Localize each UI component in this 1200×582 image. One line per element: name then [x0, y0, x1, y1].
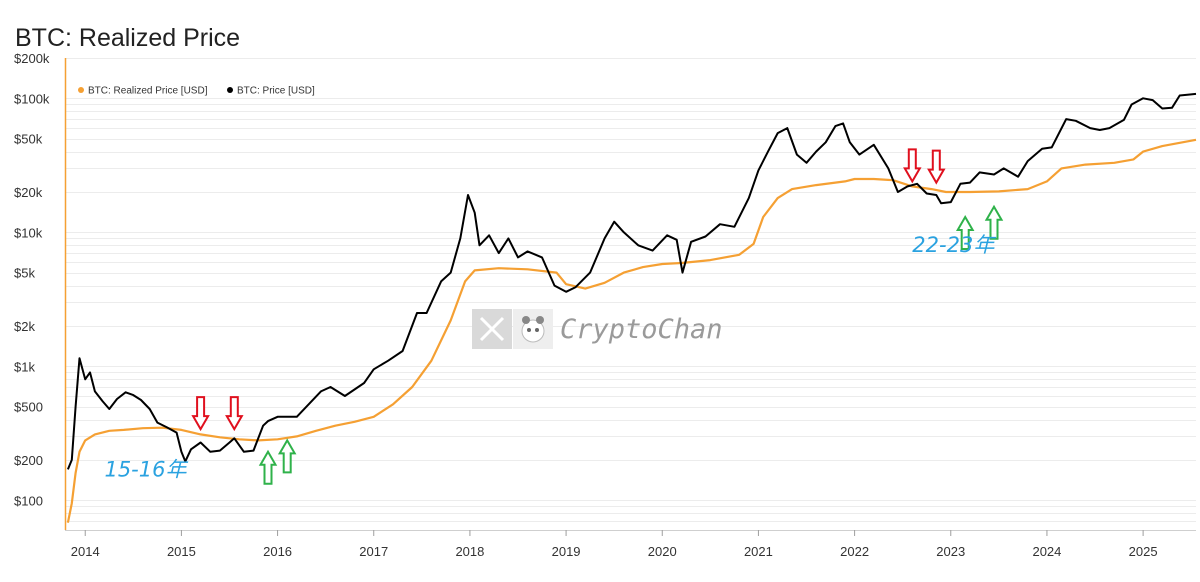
- up-arrow-icon: [955, 214, 975, 250]
- legend-label: BTC: Price [USD]: [237, 86, 315, 97]
- x-tick-label: 2024: [1032, 544, 1061, 559]
- y-tick-label: $200: [14, 453, 43, 468]
- x-tick-label: 2019: [552, 544, 581, 559]
- y-tick-label: $200k: [14, 51, 50, 66]
- watermark-brand: CryptoChan: [560, 314, 723, 345]
- down-arrow-icon: [191, 396, 210, 432]
- y-tick-label: $2k: [14, 319, 35, 334]
- chart-grid: [66, 58, 1196, 531]
- down-arrow-icon: [927, 149, 946, 185]
- y-axis: $100 $200 $500 $1k $2k $5k $10k $20k $50k $100k $2…: [14, 51, 50, 508]
- series-layer: [66, 92, 1197, 523]
- up-arrow-icon: [258, 449, 278, 485]
- signal-arrows: [191, 148, 1004, 485]
- x-tick-label: 2017: [359, 544, 388, 559]
- annotations: 15-16年 22-23年: [104, 233, 996, 481]
- legend-item-price[interactable]: BTC: Price [USD]: [227, 86, 315, 97]
- legend-swatch: [227, 87, 233, 93]
- x-axis: 2014 2015 2016 2017 2018 2019 2020 2021 2022 2023…: [71, 530, 1158, 559]
- x-tick-label: 2023: [936, 544, 965, 559]
- watermark: CryptoChan: [472, 309, 723, 349]
- y-tick-label: $5k: [14, 266, 35, 281]
- x-tick-label: 2022: [840, 544, 869, 559]
- y-tick-label: $100: [14, 493, 43, 508]
- panda-eye-left: [527, 328, 531, 332]
- legend-item-realized-price[interactable]: BTC: Realized Price [USD]: [78, 86, 208, 97]
- cycle-annotation: 15-16年: [104, 458, 188, 482]
- panda-ear-right: [536, 316, 544, 324]
- legend: BTC: Realized Price [USD] BTC: Price [US…: [78, 86, 315, 97]
- down-arrow-icon: [903, 148, 922, 184]
- panda-eye-right: [535, 328, 539, 332]
- panda-ear-left: [522, 316, 530, 324]
- cycle-annotation: 22-23年: [912, 233, 996, 257]
- x-tick-label: 2018: [455, 544, 484, 559]
- chart-title: BTC: Realized Price: [15, 24, 240, 52]
- x-tick-label: 2015: [167, 544, 196, 559]
- panda-face: [521, 319, 545, 343]
- legend-swatch: [78, 87, 84, 93]
- y-tick-label: $1k: [14, 359, 35, 374]
- y-tick-label: $500: [14, 400, 43, 415]
- y-tick-label: $50k: [14, 132, 43, 147]
- up-arrow-icon: [984, 204, 1004, 240]
- x-tick-label: 2016: [263, 544, 292, 559]
- x-logo-mark: [479, 316, 505, 342]
- y-tick-label: $10k: [14, 225, 43, 240]
- x-tick-label: 2021: [744, 544, 773, 559]
- y-tick-label: $20k: [14, 185, 43, 200]
- x-tick-label: 2014: [71, 544, 100, 559]
- x-tick-label: 2025: [1129, 544, 1158, 559]
- up-arrow-icon: [277, 438, 297, 474]
- y-tick-label: $100k: [14, 91, 50, 106]
- down-arrow-icon: [225, 396, 244, 432]
- series-line-price: [66, 92, 1197, 470]
- legend-label: BTC: Realized Price [USD]: [88, 86, 208, 97]
- x-tick-label: 2020: [648, 544, 677, 559]
